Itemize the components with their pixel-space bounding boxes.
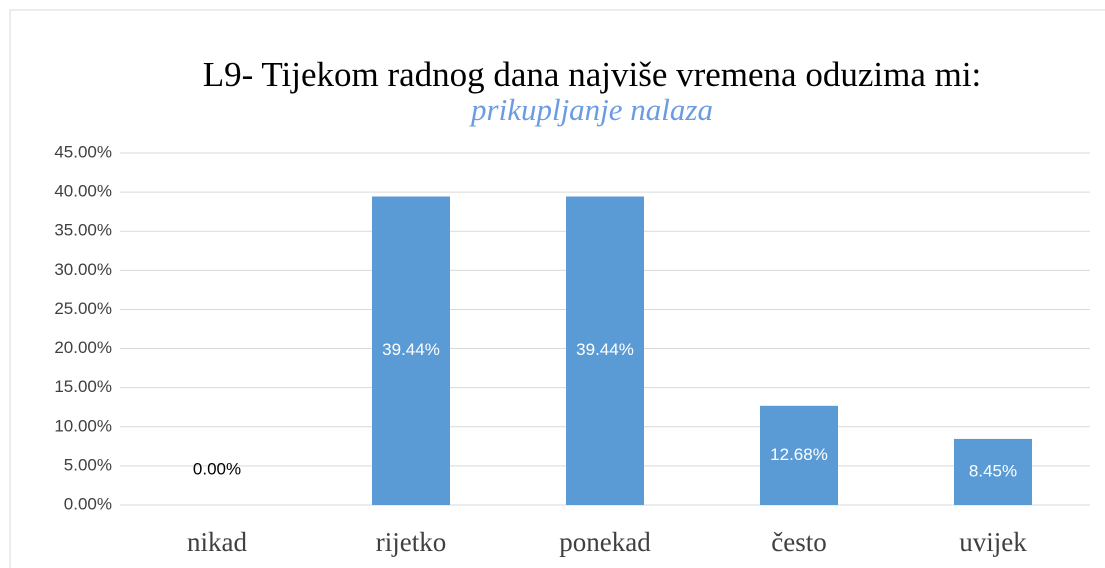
chart-title: L9- Tijekom radnog dana najviše vremena … xyxy=(203,55,982,94)
value-label: 12.68% xyxy=(770,445,828,464)
chart-border xyxy=(9,9,1105,568)
y-tick-label: 0.00% xyxy=(64,494,112,513)
bar xyxy=(372,196,450,505)
value-label: 8.45% xyxy=(969,461,1017,480)
x-tick-label: rijetko xyxy=(376,527,446,557)
y-tick-label: 30.00% xyxy=(54,260,112,279)
value-label: 0.00% xyxy=(193,459,241,478)
y-tick-label: 25.00% xyxy=(54,299,112,318)
y-tick-label: 15.00% xyxy=(54,377,112,396)
value-label: 39.44% xyxy=(576,340,634,359)
x-tick-label: ponekad xyxy=(559,527,651,557)
y-tick-label: 45.00% xyxy=(54,142,112,161)
chart-subtitle: prikupljanje nalaza xyxy=(469,92,713,127)
y-tick-label: 5.00% xyxy=(64,455,112,474)
bar xyxy=(566,196,644,505)
y-tick-label: 20.00% xyxy=(54,338,112,357)
x-tick-label: nikad xyxy=(187,527,247,557)
value-label: 39.44% xyxy=(382,340,440,359)
x-tick-label: uvijek xyxy=(959,527,1027,557)
y-tick-label: 10.00% xyxy=(54,416,112,435)
y-tick-label: 35.00% xyxy=(54,221,112,240)
y-tick-label: 40.00% xyxy=(54,182,112,201)
bar xyxy=(760,405,838,505)
bar xyxy=(954,438,1032,505)
x-tick-label: često xyxy=(771,527,826,557)
